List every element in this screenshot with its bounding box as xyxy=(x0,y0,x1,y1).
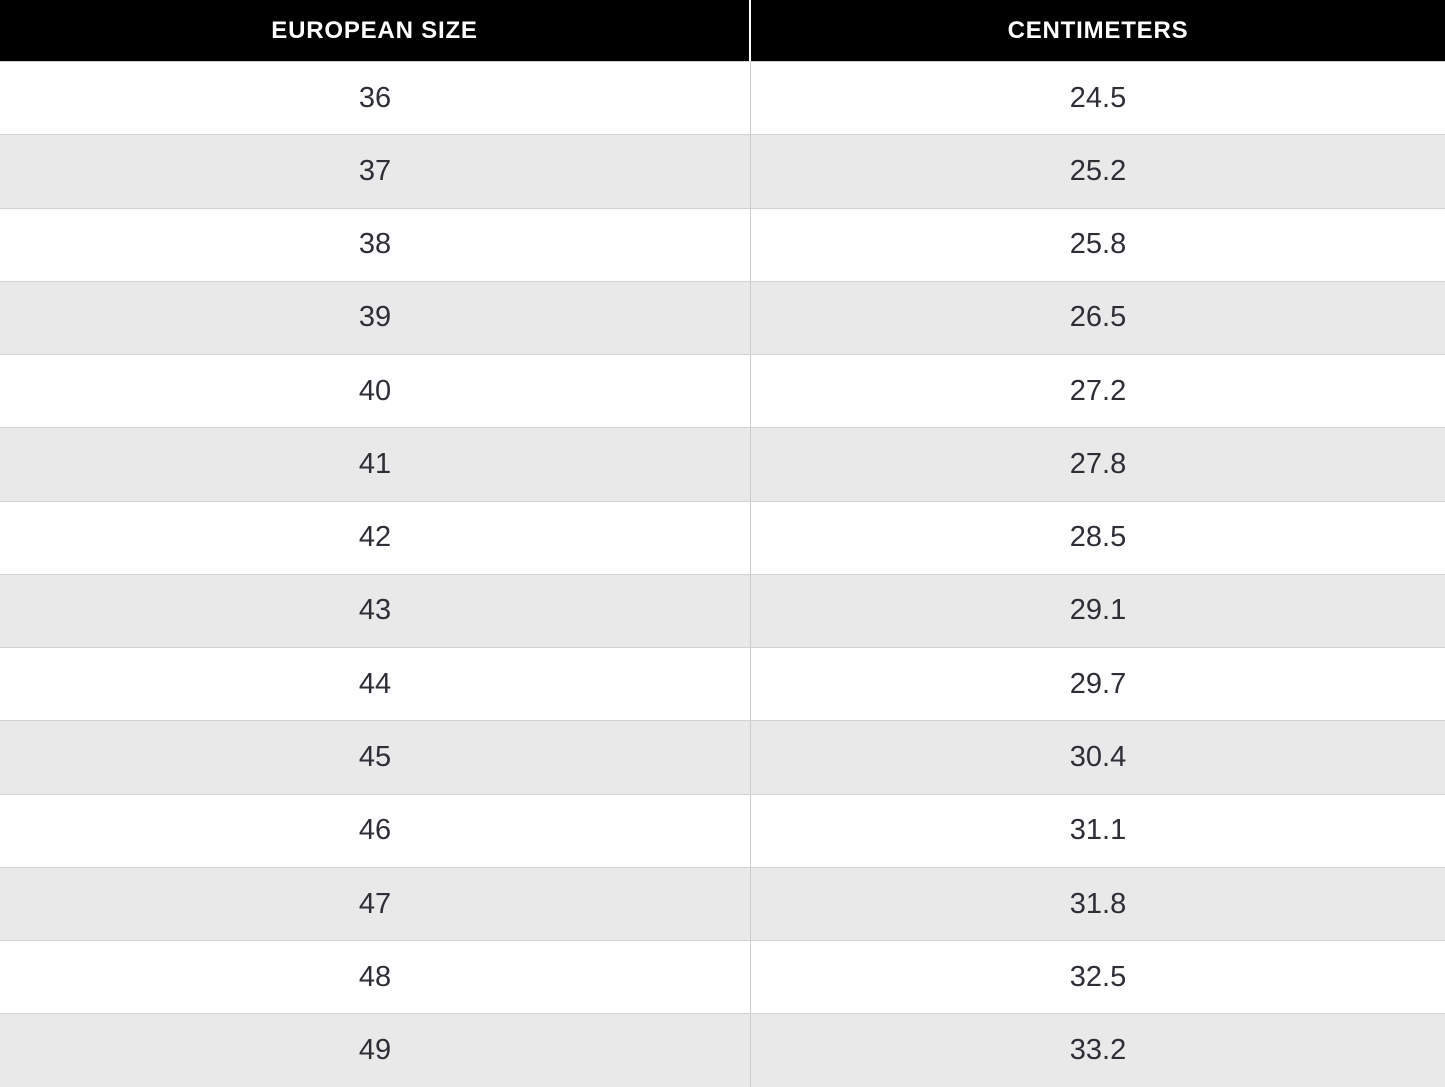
centimeters-cell: 26.5 xyxy=(1069,301,1127,334)
table-header-row: EUROPEAN SIZE CENTIMETERS xyxy=(0,0,1445,61)
centimeters-cell: 31.1 xyxy=(1069,814,1127,847)
table-row: 41 27.8 xyxy=(0,427,1445,501)
column-header-centimeters: CENTIMETERS xyxy=(1007,16,1189,44)
table-row: 43 29.1 xyxy=(0,573,1445,648)
european-size-cell: 42 xyxy=(0,501,751,574)
european-size-cell: 44 xyxy=(0,648,751,721)
european-size-cell: 45 xyxy=(0,721,751,794)
table-row: 39 26.5 xyxy=(0,280,1445,355)
centimeters-cell: 24.5 xyxy=(1069,81,1127,114)
table-row: 37 25.2 xyxy=(0,134,1445,208)
table-row: 46 31.1 xyxy=(0,793,1445,867)
centimeters-cell: 28.5 xyxy=(1069,521,1127,554)
european-size-cell: 41 xyxy=(0,428,751,501)
centimeters-cell: 29.1 xyxy=(1069,594,1127,627)
european-size-cell: 38 xyxy=(0,208,751,281)
centimeters-cell: 33.2 xyxy=(1069,1034,1127,1067)
table-body: 36 24.5 37 25.2 38 25.8 39 26.5 40 27.2 41 27.8 42 28… xyxy=(0,61,1445,1087)
table-row: 47 31.8 xyxy=(0,866,1445,941)
centimeters-cell: 25.8 xyxy=(1069,228,1127,261)
european-size-cell: 49 xyxy=(0,1014,751,1087)
european-size-cell: 43 xyxy=(0,574,751,648)
european-size-cell: 48 xyxy=(0,941,751,1014)
european-size-cell: 40 xyxy=(0,355,751,428)
table-row: 40 27.2 xyxy=(0,354,1445,428)
european-size-cell: 37 xyxy=(0,135,751,208)
centimeters-cell: 27.8 xyxy=(1069,447,1127,480)
european-size-cell: 36 xyxy=(0,62,751,135)
european-size-cell: 46 xyxy=(0,794,751,867)
table-row: 49 33.2 xyxy=(0,1013,1445,1087)
table-row: 45 30.4 xyxy=(0,720,1445,794)
centimeters-cell: 30.4 xyxy=(1069,741,1127,774)
table-row: 44 29.7 xyxy=(0,647,1445,721)
centimeters-cell: 32.5 xyxy=(1069,960,1127,993)
centimeters-cell: 27.2 xyxy=(1069,374,1127,407)
table-row: 42 28.5 xyxy=(0,500,1445,574)
table-row: 36 24.5 xyxy=(0,61,1445,135)
centimeters-cell: 25.2 xyxy=(1069,154,1127,187)
table-row: 38 25.8 xyxy=(0,207,1445,281)
european-size-cell: 39 xyxy=(0,281,751,355)
centimeters-cell: 29.7 xyxy=(1069,667,1127,700)
column-header-european-size: EUROPEAN SIZE xyxy=(0,0,751,61)
centimeters-cell: 31.8 xyxy=(1069,887,1127,920)
table-row: 48 32.5 xyxy=(0,940,1445,1014)
european-size-cell: 47 xyxy=(0,867,751,941)
